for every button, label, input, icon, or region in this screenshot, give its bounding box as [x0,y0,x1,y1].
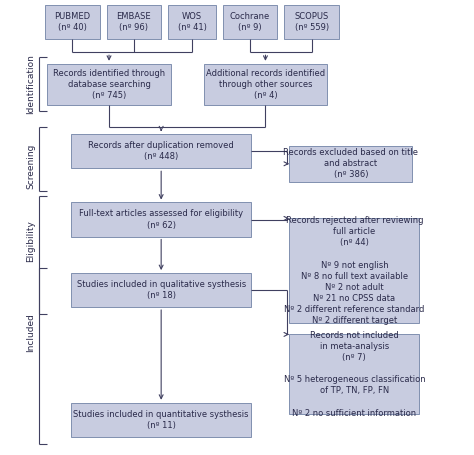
Text: Records not included
in meta-analysis
(nº 7)

Nº 5 heterogeneous classification
: Records not included in meta-analysis (n… [283,331,425,418]
FancyBboxPatch shape [71,202,251,237]
FancyBboxPatch shape [204,64,327,105]
FancyBboxPatch shape [168,5,216,39]
Text: Cochrane
(nº 9): Cochrane (nº 9) [230,11,270,32]
Text: Screening: Screening [27,143,35,189]
Text: Full-text articles assessed for eligibility
(nº 62): Full-text articles assessed for eligibil… [79,209,243,230]
Text: Records identified through
database searching
(nº 745): Records identified through database sear… [53,69,165,100]
Text: Records rejected after reviewing
full article
(nº 44)

Nº 9 not english
Nº 8 no : Records rejected after reviewing full ar… [284,216,425,325]
Text: EMBASE
(nº 96): EMBASE (nº 96) [117,11,151,32]
Text: Eligibility: Eligibility [27,220,35,262]
Text: SCOPUS
(nº 559): SCOPUS (nº 559) [294,11,329,32]
FancyBboxPatch shape [107,5,161,39]
FancyBboxPatch shape [71,273,251,307]
FancyBboxPatch shape [223,5,277,39]
Text: Studies included in qualitative systhesis
(nº 18): Studies included in qualitative systhesi… [76,280,246,300]
FancyBboxPatch shape [47,64,171,105]
FancyBboxPatch shape [71,134,251,168]
FancyBboxPatch shape [71,403,251,437]
FancyBboxPatch shape [284,5,339,39]
Text: Included: Included [27,313,35,352]
Text: PUBMED
(nº 40): PUBMED (nº 40) [54,11,91,32]
Text: Identification: Identification [27,54,35,114]
Text: Records after duplication removed
(nº 448): Records after duplication removed (nº 44… [88,141,234,162]
Text: WOS
(nº 41): WOS (nº 41) [178,11,206,32]
FancyBboxPatch shape [289,146,412,182]
FancyBboxPatch shape [289,334,419,414]
FancyBboxPatch shape [289,218,419,323]
Text: Records excluded based on title
and abstract
(nº 386): Records excluded based on title and abst… [283,148,418,179]
Text: Studies included in quantitative systhesis
(nº 11): Studies included in quantitative systhes… [73,410,249,430]
FancyBboxPatch shape [45,5,100,39]
Text: Additional records identified
through other sources
(nº 4): Additional records identified through ot… [206,69,325,100]
